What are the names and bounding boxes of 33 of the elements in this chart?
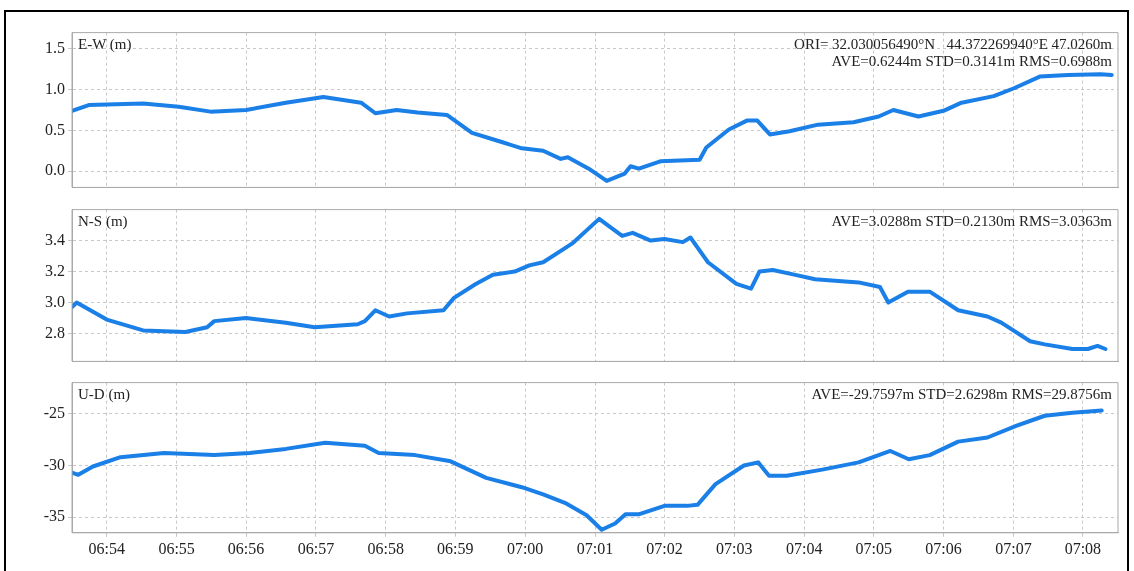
y-tick-label: 3.4 — [45, 230, 65, 248]
annotation: AVE=0.6244m STD=0.3141m RMS=0.6988m — [831, 53, 1113, 70]
x-tick-label: 06:56 — [227, 539, 265, 557]
x-tick-label: 07:07 — [995, 539, 1032, 557]
annotation: AVE=3.0288m STD=0.2130m RMS=3.0363m — [831, 213, 1113, 230]
x-tick-label: 07:00 — [506, 539, 544, 557]
x-tick-label: 06:58 — [367, 539, 405, 557]
x-tick-label: 06:57 — [297, 539, 335, 557]
y-tick-label: 1.5 — [45, 39, 65, 57]
y-tick-label: 3.2 — [45, 261, 65, 279]
x-tick-label: 07:02 — [646, 539, 683, 557]
x-tick-label: 06:55 — [158, 539, 195, 557]
y-tick-label: -25 — [43, 403, 65, 421]
x-tick-label: 07:06 — [925, 539, 962, 557]
y-tick-label: -35 — [43, 507, 65, 525]
x-tick-label: 07:05 — [855, 539, 892, 557]
x-tick-label: 07:08 — [1064, 539, 1102, 557]
x-tick-label: 06:54 — [88, 539, 125, 557]
x-tick-label: 07:03 — [716, 539, 753, 557]
x-tick-label: 07:01 — [576, 539, 614, 557]
y-axis-title: U-D (m) — [78, 386, 131, 404]
y-tick-label: 0.0 — [45, 161, 65, 179]
x-tick-label: 07:04 — [785, 539, 823, 557]
x-tick-label: 06:59 — [437, 539, 474, 557]
y-axis-title: N-S (m) — [78, 213, 128, 231]
y-tick-label: -30 — [43, 455, 65, 473]
y-tick-label: 1.0 — [45, 79, 65, 97]
y-tick-label: 2.8 — [45, 323, 65, 341]
y-tick-label: 0.5 — [45, 120, 65, 138]
annotation: ORI= 32.030056490°N 44.372269940°E 47.0260m — [794, 36, 1113, 53]
y-tick-label: 3.0 — [45, 292, 65, 310]
annotation: AVE=-29.7597m STD=2.6298m RMS=29.8756m — [811, 386, 1113, 403]
y-axis-title: E-W (m) — [78, 36, 132, 54]
